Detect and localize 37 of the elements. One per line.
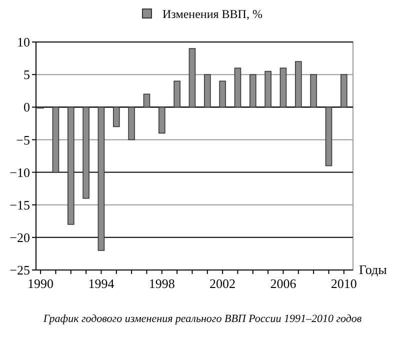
y-tick-label: 5 <box>24 67 30 82</box>
legend-label: Изменения ВВП, % <box>162 7 262 22</box>
bar <box>294 61 302 108</box>
bar <box>219 80 226 108</box>
bar <box>174 80 180 108</box>
y-tick-label: −10 <box>10 164 30 180</box>
y-tick-label: 0 <box>24 100 30 115</box>
bar <box>52 106 60 173</box>
bar <box>310 74 317 108</box>
bar <box>340 74 348 108</box>
x-tick-label: 2006 <box>270 276 297 291</box>
x-tick-label: 2002 <box>210 276 236 291</box>
bar <box>280 68 287 108</box>
x-tick-label: 1990 <box>28 276 54 291</box>
x-tick-label: 1994 <box>88 276 115 291</box>
bar <box>82 106 90 199</box>
bar <box>325 106 332 166</box>
y-tick-label: 10 <box>17 34 30 50</box>
bar <box>143 94 150 108</box>
bar <box>188 48 196 108</box>
y-tick-label: −5 <box>16 132 30 148</box>
x-tick-label: 1998 <box>148 276 175 291</box>
text: График годового изменения реального ВВП России 1991–2010 годов <box>42 313 362 325</box>
bar <box>112 106 120 128</box>
bar <box>204 74 211 108</box>
bar <box>67 106 74 225</box>
y-tick-label: −20 <box>10 230 30 245</box>
x-tick-label: 2010 <box>330 276 357 291</box>
bar <box>234 68 242 108</box>
bar <box>128 106 135 140</box>
bar <box>158 106 166 134</box>
bar <box>98 106 105 251</box>
y-tick-label: −25 <box>10 262 30 278</box>
bar <box>264 70 272 108</box>
bar <box>249 74 256 108</box>
y-tick-label: −15 <box>10 197 30 212</box>
x-axis-title: Годы <box>359 262 388 277</box>
